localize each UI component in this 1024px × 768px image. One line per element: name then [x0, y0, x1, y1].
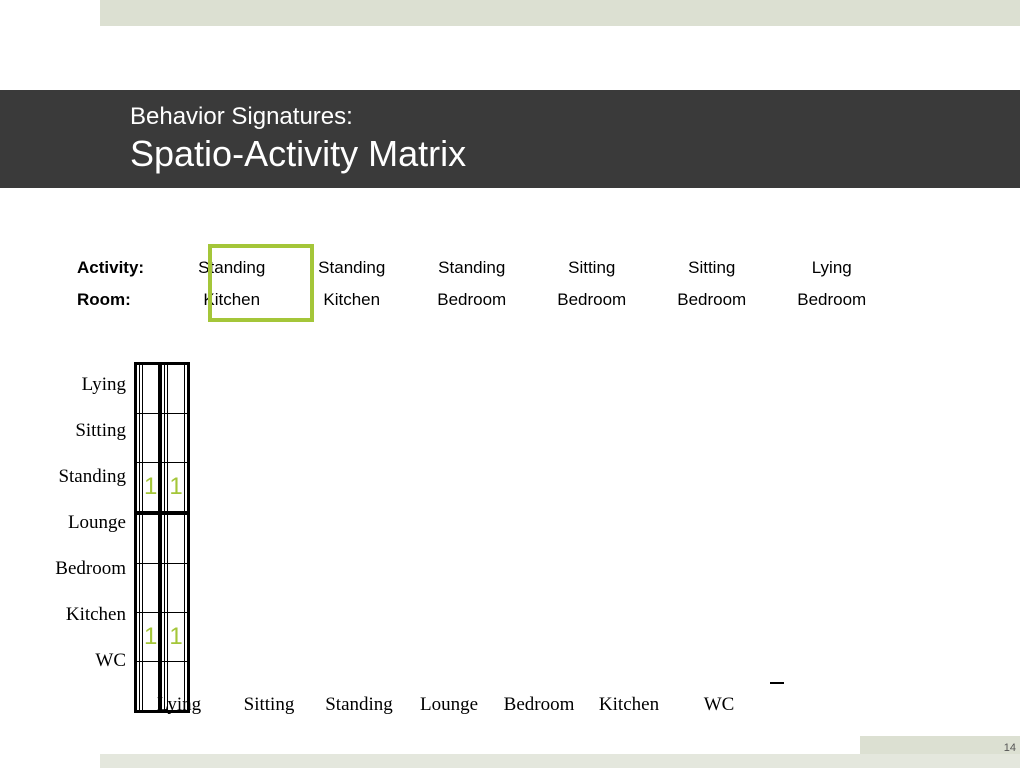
matrix-cell-1-2 [143, 414, 161, 463]
title-large: Spatio-Activity Matrix [130, 132, 466, 175]
matrix-col-label-6: WC [674, 688, 764, 716]
matrix-cell-1-5 [168, 414, 184, 463]
matrix-cell-5-2: 1 [143, 613, 161, 662]
activity-col-4: Sitting [652, 258, 772, 278]
matrix-row-label-5: Kitchen [48, 592, 134, 638]
room-col-3: Bedroom [532, 290, 652, 310]
matrix-row-label-3: Lounge [48, 500, 134, 546]
matrix-cell-2-2: 1 [143, 463, 161, 514]
matrix-cell-0-5 [168, 365, 184, 414]
room-col-4: Bedroom [652, 290, 772, 310]
bottom-accent-bar [100, 754, 1020, 768]
matrix-cell-3-5 [168, 513, 184, 564]
matrix-col-label-1: Sitting [224, 688, 314, 716]
matrix-col-label-2: Standing [314, 688, 404, 716]
matrix-col-label-3: Lounge [404, 688, 494, 716]
matrix-cell-0-6 [184, 365, 187, 414]
activity-col-3: Sitting [532, 258, 652, 278]
matrix-row-label-2: Standing [48, 454, 134, 500]
matrix-cell-3-2 [143, 513, 161, 564]
matrix-row-label-6: WC [48, 638, 134, 684]
room-label: Room: [77, 290, 167, 310]
header-sequence: Activity: StandingStandingStandingSittin… [77, 258, 892, 310]
matrix-col-label-4: Bedroom [494, 688, 584, 716]
highlight-box [208, 244, 314, 322]
matrix-cell-4-5 [168, 564, 184, 613]
matrix-cell-3-6 [184, 513, 187, 564]
matrix-cell-5-6 [184, 613, 187, 662]
matrix-cell-0-2 [143, 365, 161, 414]
matrix-col-label-0: Lying [134, 688, 224, 716]
matrix-cell-5-5: 1 [168, 613, 184, 662]
page-number: 14 [1004, 742, 1016, 754]
matrix-row-label-0: Lying [48, 362, 134, 408]
title-band: Behavior Signatures: Spatio-Activity Mat… [0, 90, 1020, 188]
activity-col-5: Lying [772, 258, 892, 278]
matrix-cell-2-6 [184, 463, 187, 514]
corner-block [860, 736, 1020, 754]
room-col-2: Bedroom [412, 290, 532, 310]
top-accent-bar [100, 0, 1020, 26]
title-small: Behavior Signatures: [130, 103, 466, 132]
matrix-col-label-5: Kitchen [584, 688, 674, 716]
matrix-row-label-4: Bedroom [48, 546, 134, 592]
matrix-cell-4-2 [143, 564, 161, 613]
matrix-row-label-1: Sitting [48, 408, 134, 454]
room-col-5: Bedroom [772, 290, 892, 310]
activity-col-2: Standing [412, 258, 532, 278]
axis-tick [770, 682, 784, 684]
matrix-cell-4-6 [184, 564, 187, 613]
matrix-cell-2-5: 1 [168, 463, 184, 514]
matrix-cell-1-6 [184, 414, 187, 463]
activity-label: Activity: [77, 258, 167, 278]
